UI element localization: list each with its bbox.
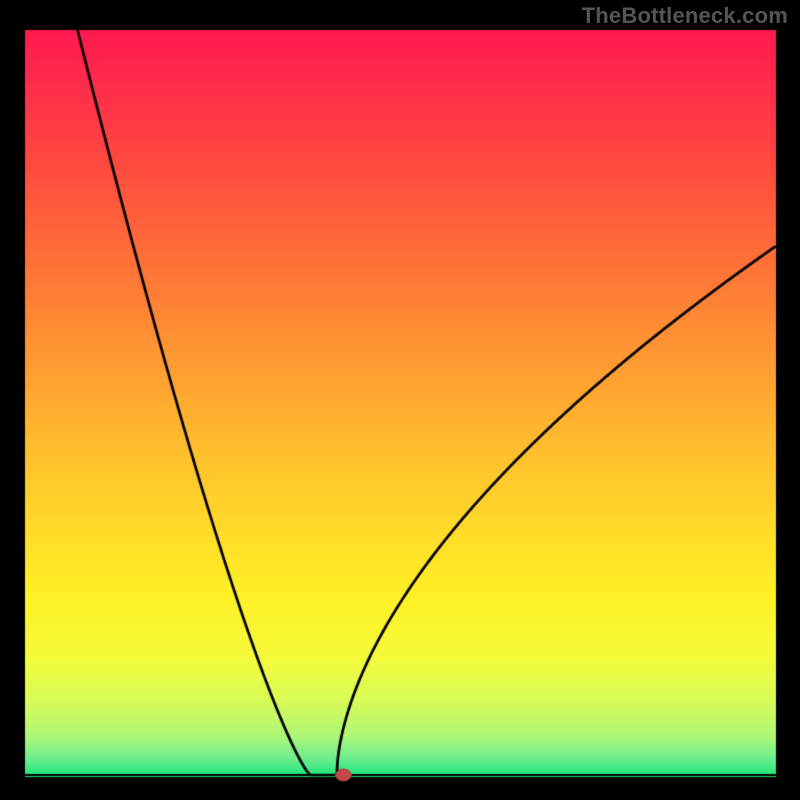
watermark-text: TheBottleneck.com — [582, 3, 788, 29]
bottleneck-chart-canvas — [0, 0, 800, 800]
